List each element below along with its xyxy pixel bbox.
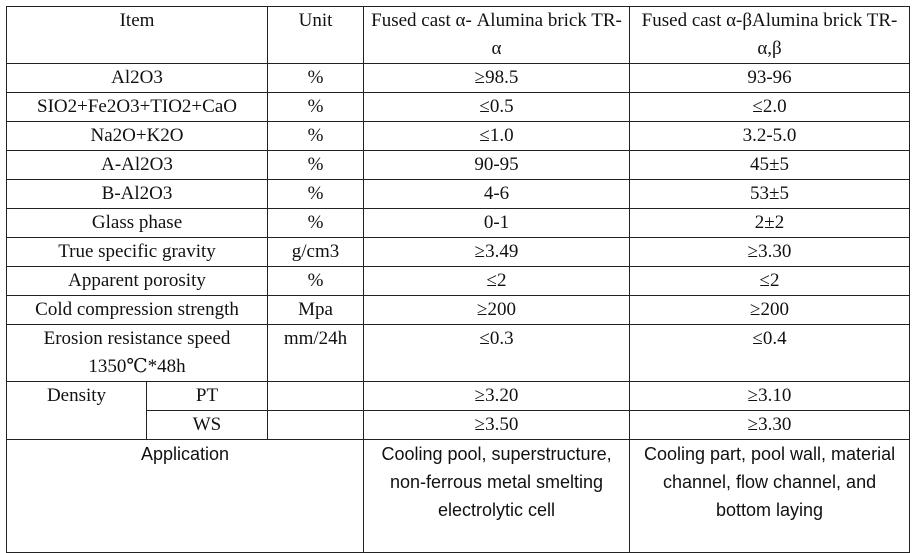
density-pt-value-a: ≥3.20 bbox=[363, 381, 631, 411]
density-pt-value-b: ≥3.10 bbox=[629, 381, 911, 411]
row-unit: % bbox=[267, 63, 365, 93]
density-ws-value-b: ≥3.30 bbox=[629, 410, 911, 440]
application-label: Application bbox=[5, 439, 365, 553]
row-value-b: ≥200 bbox=[629, 295, 911, 325]
table-row: A-Al2O3 % 90-95 45±5 bbox=[5, 150, 911, 180]
row-value-a: 0-1 bbox=[363, 208, 631, 238]
density-ws-value-a: ≥3.50 bbox=[363, 410, 631, 440]
density-ws-label: WS bbox=[145, 410, 269, 440]
row-value-b: 93-96 bbox=[629, 63, 911, 93]
row-value-a: ≥3.49 bbox=[363, 237, 631, 267]
properties-table: Item Unit Fused cast α- Alumina brick TR… bbox=[5, 6, 911, 553]
row-value-a: ≤2 bbox=[363, 266, 631, 296]
row-value-a: ≥200 bbox=[363, 295, 631, 325]
erosion-item: Erosion resistance speed 1350℃*48h bbox=[5, 324, 269, 382]
density-ws-unit bbox=[267, 410, 365, 440]
table-row: Cold compression strength Mpa ≥200 ≥200 bbox=[5, 295, 911, 325]
header-alpha-brick: Fused cast α- Alumina brick TR-α bbox=[363, 6, 631, 64]
table-row: Apparent porosity % ≤2 ≤2 bbox=[5, 266, 911, 296]
table-row: SIO2+Fe2O3+TIO2+CaO % ≤0.5 ≤2.0 bbox=[5, 92, 911, 122]
row-value-b: ≤2.0 bbox=[629, 92, 911, 122]
row-value-b: 2±2 bbox=[629, 208, 911, 238]
row-unit: g/cm3 bbox=[267, 237, 365, 267]
row-value-a: ≤0.5 bbox=[363, 92, 631, 122]
table-row: Glass phase % 0-1 2±2 bbox=[5, 208, 911, 238]
row-value-a: ≤1.0 bbox=[363, 121, 631, 151]
table-row: Al2O3 % ≥98.5 93-96 bbox=[5, 63, 911, 93]
row-value-a: 90-95 bbox=[363, 150, 631, 180]
density-pt-unit bbox=[267, 381, 365, 411]
row-item: A-Al2O3 bbox=[5, 150, 269, 180]
row-item: Apparent porosity bbox=[5, 266, 269, 296]
application-row: Application Cooling pool, superstructure… bbox=[5, 439, 911, 553]
density-pt-row: Density PT ≥3.20 ≥3.10 bbox=[6, 381, 911, 440]
row-item: Glass phase bbox=[5, 208, 269, 238]
row-value-a: ≥98.5 bbox=[363, 63, 631, 93]
table-row: True specific gravity g/cm3 ≥3.49 ≥3.30 bbox=[5, 237, 911, 267]
row-unit: % bbox=[267, 266, 365, 296]
header-row: Item Unit Fused cast α- Alumina brick TR… bbox=[5, 6, 911, 64]
row-item: Cold compression strength bbox=[5, 295, 269, 325]
row-item: True specific gravity bbox=[5, 237, 269, 267]
row-value-b: 3.2-5.0 bbox=[629, 121, 911, 151]
density-label: Density bbox=[6, 381, 147, 440]
erosion-value-a: ≤0.3 bbox=[363, 324, 631, 382]
header-item: Item bbox=[5, 6, 269, 64]
row-value-b: ≤2 bbox=[629, 266, 911, 296]
row-unit: % bbox=[267, 121, 365, 151]
erosion-unit: mm/24h bbox=[267, 324, 365, 382]
header-alpha-beta-brick: Fused cast α-βAlumina brick TR-α,β bbox=[629, 6, 911, 64]
row-item: Na2O+K2O bbox=[5, 121, 269, 151]
row-item: SIO2+Fe2O3+TIO2+CaO bbox=[5, 92, 269, 122]
row-value-b: 45±5 bbox=[629, 150, 911, 180]
application-value-b: Cooling part, pool wall, material channe… bbox=[629, 439, 911, 553]
row-value-b: 53±5 bbox=[629, 179, 911, 209]
erosion-row: Erosion resistance speed 1350℃*48h mm/24… bbox=[5, 324, 911, 382]
row-unit: % bbox=[267, 92, 365, 122]
table-row: Na2O+K2O % ≤1.0 3.2-5.0 bbox=[5, 121, 911, 151]
row-item: B-Al2O3 bbox=[5, 179, 269, 209]
density-pt-label: PT bbox=[145, 381, 269, 411]
table-row: B-Al2O3 % 4-6 53±5 bbox=[5, 179, 911, 209]
application-value-a: Cooling pool, superstructure, non-ferrou… bbox=[363, 439, 631, 553]
erosion-value-b: ≤0.4 bbox=[629, 324, 911, 382]
row-unit: % bbox=[267, 150, 365, 180]
row-unit: % bbox=[267, 179, 365, 209]
row-unit: % bbox=[267, 208, 365, 238]
row-value-b: ≥3.30 bbox=[629, 237, 911, 267]
row-value-a: 4-6 bbox=[363, 179, 631, 209]
row-item: Al2O3 bbox=[5, 63, 269, 93]
row-unit: Mpa bbox=[267, 295, 365, 325]
header-unit: Unit bbox=[267, 6, 365, 64]
